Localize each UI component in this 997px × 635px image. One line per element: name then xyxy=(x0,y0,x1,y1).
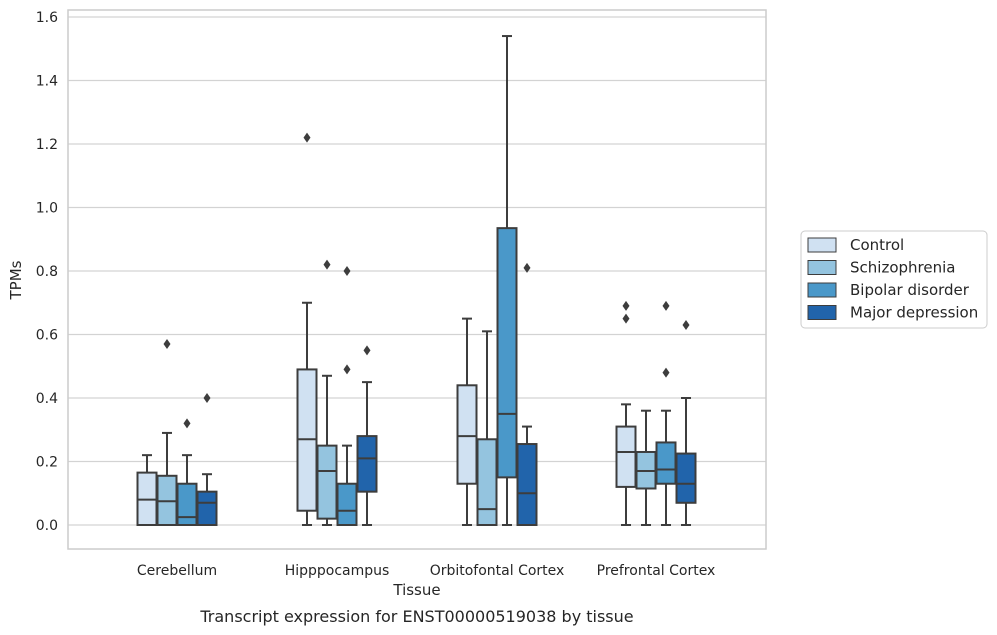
box-schizophrenia xyxy=(635,409,657,526)
x-tick-label: Hipppocampus xyxy=(285,563,390,579)
box-body xyxy=(496,227,518,479)
legend-swatch xyxy=(807,305,837,320)
outlier-point xyxy=(363,345,371,356)
outlier-point xyxy=(303,132,311,143)
x-axis-ticks: Cerebellum Hipppocampus Orbitofontal Corte… xyxy=(137,563,715,579)
outlier-point xyxy=(682,319,690,330)
box-body xyxy=(456,384,478,485)
legend: Control Schizophrenia Bipolar disorder Majo… xyxy=(800,230,988,329)
outlier-point xyxy=(203,393,211,403)
box-body xyxy=(336,482,358,527)
y-tick-label: 0.0 xyxy=(36,518,58,534)
box-body xyxy=(356,435,378,493)
x-tick-label: Prefrontal Cortex xyxy=(597,563,716,579)
legend-label: Control xyxy=(850,236,904,254)
y-tick-label: 1.4 xyxy=(36,74,58,90)
box-body xyxy=(316,444,338,520)
legend-label: Major depression xyxy=(850,304,978,322)
outlier-point xyxy=(343,364,351,375)
legend-label: Bipolar disorder xyxy=(850,281,970,299)
y-tick-label: 0.8 xyxy=(36,264,58,280)
y-axis-label: TPMs xyxy=(7,260,25,300)
outlier-point xyxy=(662,300,670,311)
box-major-depression xyxy=(516,262,538,527)
y-tick-label: 1.2 xyxy=(36,137,58,153)
plot-frame xyxy=(67,9,767,550)
box-schizophrenia xyxy=(476,330,498,526)
y-tick-label: 0.4 xyxy=(36,391,58,407)
box-body xyxy=(516,443,538,527)
chart-caption: Transcript expression for ENST0000051903… xyxy=(199,607,633,626)
outlier-point xyxy=(662,367,670,378)
outlier-point xyxy=(523,262,531,273)
box-plots xyxy=(136,35,697,527)
y-axis-ticks: 0.0 0.2 0.4 0.6 0.8 1.0 1.2 1.4 1.6 xyxy=(36,10,58,534)
box-body xyxy=(675,452,697,504)
box-major-depression xyxy=(675,319,697,526)
box-body xyxy=(176,482,198,527)
outlier-point xyxy=(622,313,630,324)
y-tick-label: 0.6 xyxy=(36,328,58,344)
box-control xyxy=(456,317,478,526)
outlier-point xyxy=(622,300,630,311)
box-major-depression xyxy=(196,393,218,527)
box-control xyxy=(136,454,158,526)
box-body xyxy=(196,490,218,527)
plot-border xyxy=(67,9,767,550)
box-bipolar-disorder xyxy=(176,418,198,527)
legend-swatch xyxy=(807,237,837,253)
box-control xyxy=(615,300,637,526)
box-bipolar-disorder xyxy=(496,35,518,526)
legend-items: Control Schizophrenia Bipolar disorder Majo… xyxy=(807,236,978,322)
y-tick-label: 1.0 xyxy=(36,201,58,217)
box-body xyxy=(476,438,498,526)
y-tick-label: 1.6 xyxy=(36,10,58,26)
legend-label: Schizophrenia xyxy=(850,259,955,277)
legend-swatch xyxy=(807,282,837,298)
box-bipolar-disorder xyxy=(336,266,358,527)
outlier-point xyxy=(323,259,331,270)
legend-frame xyxy=(800,230,988,329)
box-schizophrenia xyxy=(316,259,338,526)
grid-lines xyxy=(68,16,766,526)
box-major-depression xyxy=(356,345,378,526)
x-tick-label: Cerebellum xyxy=(137,563,217,579)
y-tick-label: 0.2 xyxy=(36,455,58,471)
x-tick-label: Orbitofontal Cortex xyxy=(430,563,565,579)
box-control xyxy=(296,132,318,526)
x-axis-label: Tissue xyxy=(392,581,440,599)
outlier-point xyxy=(343,266,351,276)
outlier-point xyxy=(183,418,191,429)
outlier-point xyxy=(163,339,171,350)
box-schizophrenia xyxy=(156,339,178,527)
box-body xyxy=(655,441,677,485)
box-body xyxy=(615,425,637,488)
legend-swatch xyxy=(807,260,837,275)
